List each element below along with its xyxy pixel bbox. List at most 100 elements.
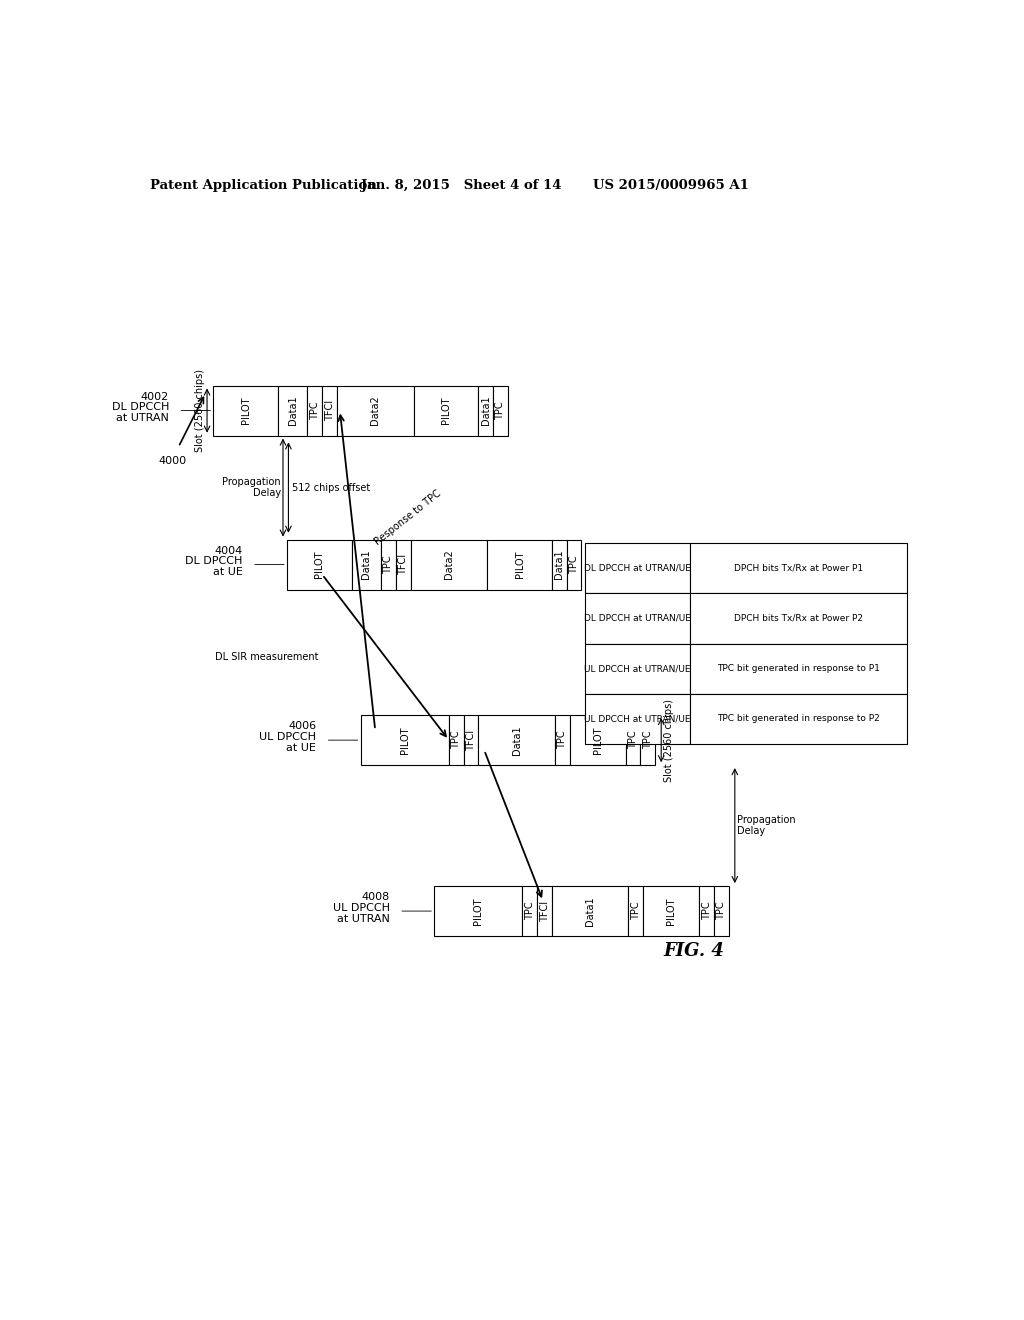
Text: Data1: Data1 [512, 725, 521, 755]
Bar [538, 886, 552, 936]
Bar [487, 540, 552, 590]
Text: Slot (2560 chips): Slot (2560 chips) [664, 698, 674, 781]
Bar [279, 385, 307, 436]
Bar [414, 385, 478, 436]
Text: Data1: Data1 [480, 396, 490, 425]
Bar [555, 715, 569, 766]
Text: Data1: Data1 [361, 549, 372, 579]
Bar [381, 540, 396, 590]
Text: at UTRAN: at UTRAN [116, 413, 169, 424]
Text: TPC: TPC [716, 902, 726, 920]
Bar [351, 540, 381, 590]
Text: at UE: at UE [287, 743, 316, 752]
Text: at UTRAN: at UTRAN [337, 913, 390, 924]
Bar [337, 385, 414, 436]
Text: DL DPCCH: DL DPCCH [112, 403, 169, 412]
Bar [586, 644, 690, 693]
Text: PILOT: PILOT [667, 898, 676, 925]
Text: PILOT: PILOT [241, 397, 251, 424]
Text: PILOT: PILOT [593, 726, 602, 754]
Bar [714, 886, 729, 936]
Text: PILOT: PILOT [441, 397, 451, 424]
Text: UL DPCCH at UTRAN/UE: UL DPCCH at UTRAN/UE [585, 714, 691, 723]
Text: TPC: TPC [628, 731, 638, 750]
Text: at UE: at UE [213, 568, 243, 577]
Text: Patent Application Publication: Patent Application Publication [151, 178, 377, 191]
Bar [690, 693, 907, 743]
Bar [464, 715, 478, 766]
Bar [493, 385, 508, 436]
Bar [307, 385, 323, 436]
Bar [213, 385, 279, 436]
Bar [586, 544, 690, 594]
Bar [586, 693, 690, 743]
Text: Data1: Data1 [585, 896, 595, 925]
Bar [478, 715, 555, 766]
Bar [699, 886, 714, 936]
Bar [323, 385, 337, 436]
Text: TFCI: TFCI [325, 400, 335, 421]
Text: TPC: TPC [701, 902, 712, 920]
Text: TPC: TPC [383, 556, 393, 574]
Text: TFCI: TFCI [540, 900, 550, 921]
Text: TPC: TPC [631, 902, 641, 920]
Bar [287, 540, 351, 590]
Text: US 2015/0009965 A1: US 2015/0009965 A1 [593, 178, 749, 191]
Text: TPC: TPC [310, 401, 319, 420]
Bar [360, 715, 449, 766]
Bar [640, 715, 655, 766]
Text: DPCH bits Tx/Rx at Power P2: DPCH bits Tx/Rx at Power P2 [734, 614, 863, 623]
Text: UL DPCCH at UTRAN/UE: UL DPCCH at UTRAN/UE [585, 664, 691, 673]
Text: DPCH bits Tx/Rx at Power P1: DPCH bits Tx/Rx at Power P1 [734, 564, 863, 573]
Text: DL DPCCH at UTRAN/UE: DL DPCCH at UTRAN/UE [584, 564, 691, 573]
Bar [396, 540, 411, 590]
Bar [690, 644, 907, 693]
Text: TPC: TPC [643, 731, 652, 750]
Text: TPC bit generated in response to P2: TPC bit generated in response to P2 [717, 714, 880, 723]
Text: 512 chips offset: 512 chips offset [292, 483, 371, 492]
Text: Data1: Data1 [288, 396, 298, 425]
Bar [449, 715, 464, 766]
Text: Jan. 8, 2015   Sheet 4 of 14: Jan. 8, 2015 Sheet 4 of 14 [361, 178, 561, 191]
Text: TFCI: TFCI [466, 730, 476, 751]
Text: 4006: 4006 [288, 721, 316, 731]
Bar [522, 886, 538, 936]
Text: TPC: TPC [452, 731, 461, 750]
Bar [552, 540, 566, 590]
Text: 4004: 4004 [214, 545, 243, 556]
Text: TPC bit generated in response to P1: TPC bit generated in response to P1 [717, 664, 880, 673]
Text: DL DPCCH at UTRAN/UE: DL DPCCH at UTRAN/UE [584, 614, 691, 623]
Text: TPC: TPC [525, 902, 535, 920]
Text: DL DPCCH: DL DPCCH [185, 557, 243, 566]
Text: DL SIR measurement: DL SIR measurement [215, 652, 318, 663]
Text: TPC: TPC [496, 401, 506, 420]
Bar [552, 886, 629, 936]
Bar [478, 385, 493, 436]
Text: Data1: Data1 [554, 549, 564, 579]
Text: FIG. 4: FIG. 4 [664, 942, 724, 961]
Text: TFCI: TFCI [398, 554, 409, 576]
Bar [411, 540, 487, 590]
Bar [586, 594, 690, 644]
Text: Propagation
Delay: Propagation Delay [222, 477, 281, 499]
Text: PILOT: PILOT [314, 550, 325, 578]
Text: UL DPCCH: UL DPCCH [259, 733, 316, 742]
Text: Slot (2560 chips): Slot (2560 chips) [195, 370, 205, 451]
Bar [690, 544, 907, 594]
Text: TPC: TPC [569, 556, 579, 574]
Bar [626, 715, 640, 766]
Text: Data2: Data2 [371, 396, 380, 425]
Text: TPC: TPC [557, 731, 567, 750]
Text: Data2: Data2 [443, 549, 454, 579]
Text: 4000: 4000 [159, 455, 187, 466]
Bar [569, 715, 626, 766]
Bar [566, 540, 582, 590]
Text: PILOT: PILOT [514, 550, 524, 578]
Bar [690, 594, 907, 644]
Text: UL DPCCH: UL DPCCH [333, 903, 390, 913]
Text: 4002: 4002 [141, 392, 169, 401]
Bar [434, 886, 522, 936]
Text: PILOT: PILOT [399, 726, 410, 754]
Bar [643, 886, 699, 936]
Bar [629, 886, 643, 936]
